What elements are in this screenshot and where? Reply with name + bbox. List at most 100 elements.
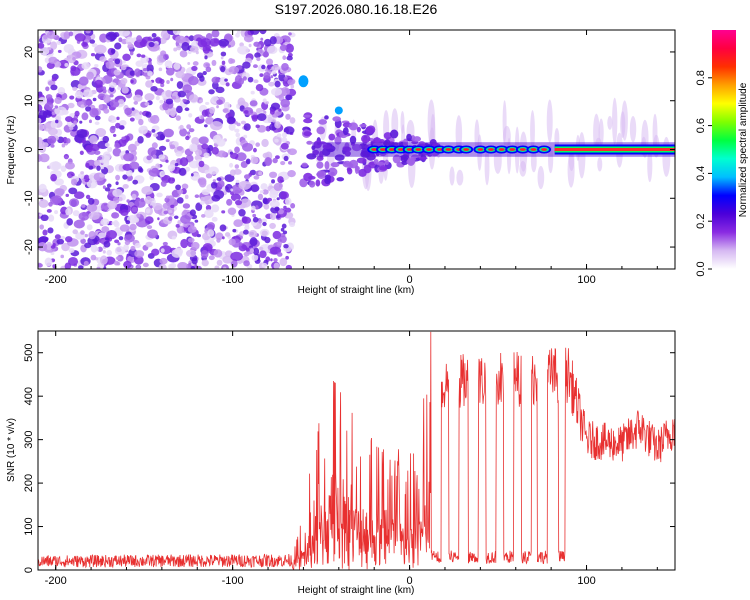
noise-blob bbox=[56, 238, 65, 245]
carrier-pulse-peak bbox=[498, 148, 505, 151]
noise-blob bbox=[80, 238, 86, 244]
noise-blob bbox=[87, 197, 95, 205]
noise-blob bbox=[238, 209, 246, 217]
noise-blob bbox=[65, 138, 71, 144]
noise-blob bbox=[160, 180, 167, 187]
y-tick-label: 20 bbox=[23, 46, 35, 58]
noise-blob bbox=[165, 159, 169, 163]
noise-blob bbox=[283, 126, 295, 135]
noise-blob bbox=[171, 95, 177, 100]
noise-blob bbox=[272, 230, 282, 240]
side-lobe bbox=[612, 97, 618, 145]
spectrogram-xlabel: Height of straight line (km) bbox=[298, 285, 415, 296]
noise-blob bbox=[177, 90, 187, 98]
noise-blob bbox=[99, 173, 105, 178]
noise-blob bbox=[120, 209, 129, 216]
side-lobe bbox=[456, 169, 464, 186]
noise-blob bbox=[69, 198, 80, 207]
noise-blob bbox=[131, 107, 135, 111]
noise-blob bbox=[159, 170, 166, 177]
noise-blob bbox=[268, 81, 275, 87]
noise-blob bbox=[141, 54, 146, 58]
noise-blob bbox=[38, 104, 43, 113]
noise-blob bbox=[70, 66, 81, 76]
noise-blob bbox=[121, 136, 127, 141]
noise-blob bbox=[250, 156, 259, 164]
noise-blob bbox=[234, 164, 240, 169]
noise-blob bbox=[278, 208, 284, 215]
noise-blob bbox=[236, 152, 247, 162]
carrier-pulse-peak bbox=[388, 148, 395, 151]
noise-blob bbox=[40, 214, 49, 222]
noise-blob bbox=[186, 131, 191, 135]
noise-blob bbox=[106, 183, 112, 188]
transition-blob bbox=[358, 168, 367, 177]
noise-blob bbox=[191, 137, 200, 146]
y-tick-label: 0 bbox=[23, 146, 35, 152]
noise-blob bbox=[281, 62, 289, 71]
noise-blob bbox=[97, 246, 103, 252]
noise-blob bbox=[63, 43, 74, 53]
noise-blob bbox=[67, 102, 75, 109]
noise-blob bbox=[150, 86, 158, 92]
noise-blob bbox=[114, 239, 120, 244]
carrier-pulse-peak bbox=[371, 148, 378, 151]
noise-blob bbox=[205, 101, 210, 105]
noise-blob bbox=[104, 142, 110, 148]
noise-blob bbox=[255, 205, 259, 209]
noise-blob bbox=[263, 38, 272, 47]
noise-blob bbox=[261, 262, 268, 268]
noise-blob bbox=[173, 215, 179, 220]
carrier-pulse-peak bbox=[487, 148, 494, 151]
noise-blob bbox=[119, 224, 130, 232]
noise-blob bbox=[222, 236, 225, 240]
transition-blob bbox=[412, 136, 422, 142]
transition-blob bbox=[418, 156, 428, 160]
noise-blob bbox=[272, 157, 278, 164]
carrier-pulse-peak bbox=[445, 148, 452, 151]
colorbar-label: Normalized spectral amplitude bbox=[738, 82, 749, 217]
noise-blob bbox=[163, 53, 169, 60]
noise-blob bbox=[236, 122, 241, 127]
side-lobe bbox=[567, 152, 575, 188]
noise-blob bbox=[271, 69, 277, 75]
noise-blob bbox=[102, 185, 106, 189]
noise-blob bbox=[145, 132, 152, 138]
noise-blob bbox=[190, 173, 194, 177]
noise-blob bbox=[39, 46, 50, 56]
noise-blob bbox=[162, 101, 170, 111]
noise-blob bbox=[238, 242, 243, 247]
noise-blob bbox=[103, 240, 111, 248]
noise-blob bbox=[125, 169, 133, 177]
noise-blob bbox=[185, 90, 190, 94]
noise-blob bbox=[170, 110, 176, 117]
noise-blob bbox=[152, 154, 157, 159]
colorbar-axes: 0.0 0.2 0.4 0.6 0.8 bbox=[695, 70, 712, 277]
noise-blob bbox=[44, 102, 54, 110]
noise-blob bbox=[201, 259, 209, 267]
carrier-pulse-peak bbox=[463, 148, 470, 151]
side-lobe bbox=[537, 165, 545, 190]
transition-blob bbox=[336, 177, 345, 182]
noise-blob bbox=[220, 51, 227, 57]
noise-blob bbox=[79, 150, 84, 155]
noise-blob bbox=[210, 181, 218, 189]
noise-blob bbox=[277, 252, 283, 257]
noise-blob bbox=[276, 133, 282, 138]
noise-blob bbox=[166, 79, 170, 85]
noise-blob bbox=[153, 133, 159, 138]
noise-blob bbox=[194, 219, 199, 223]
transition-blob bbox=[301, 162, 308, 168]
carrier-pulse-peak bbox=[530, 148, 537, 151]
noise-blob bbox=[202, 70, 207, 76]
noise-blob bbox=[67, 54, 77, 64]
noise-blob bbox=[158, 145, 167, 151]
noise-blob bbox=[159, 257, 168, 265]
noise-blob bbox=[92, 97, 97, 102]
noise-blob bbox=[67, 256, 79, 266]
noise-blob bbox=[261, 218, 268, 223]
noise-blob bbox=[151, 32, 157, 38]
noise-blob bbox=[258, 246, 264, 251]
noise-blob bbox=[125, 220, 131, 225]
noise-blob bbox=[253, 175, 260, 180]
